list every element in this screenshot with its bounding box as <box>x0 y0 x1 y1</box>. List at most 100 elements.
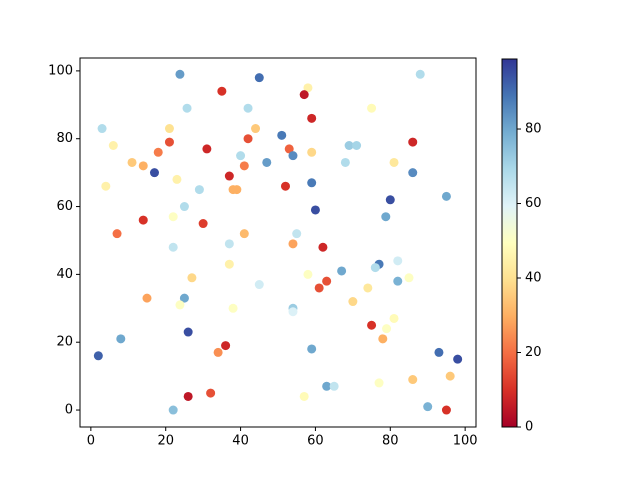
point <box>408 137 418 147</box>
point <box>138 161 148 171</box>
point <box>175 69 185 79</box>
point <box>303 83 313 93</box>
point <box>224 239 234 249</box>
point <box>322 381 332 391</box>
point <box>228 303 238 313</box>
point <box>277 130 287 140</box>
point <box>254 73 264 83</box>
point <box>393 256 403 266</box>
point <box>374 378 384 388</box>
point <box>239 161 249 171</box>
point <box>310 205 320 215</box>
point <box>239 229 249 239</box>
plot-frame <box>79 57 477 428</box>
point <box>382 324 392 334</box>
x-tick-label: 80 <box>382 434 399 449</box>
point <box>284 144 294 154</box>
y-tick-label: 80 <box>56 131 73 146</box>
point <box>116 334 126 344</box>
point <box>138 215 148 225</box>
point <box>183 327 193 337</box>
point <box>322 276 332 286</box>
y-tick-label: 40 <box>56 267 73 282</box>
point <box>393 276 403 286</box>
point <box>307 344 317 354</box>
colorbar <box>501 58 518 428</box>
point <box>217 86 227 96</box>
point <box>172 174 182 184</box>
point <box>385 195 395 205</box>
point <box>194 185 204 195</box>
point <box>367 320 377 330</box>
point <box>370 263 380 273</box>
point <box>307 147 317 157</box>
y-tick-label: 100 <box>48 63 73 78</box>
point <box>243 103 253 113</box>
point <box>175 300 185 310</box>
point <box>441 191 451 201</box>
point <box>303 269 313 279</box>
point <box>153 147 163 157</box>
point <box>288 239 298 249</box>
point <box>381 212 391 222</box>
point <box>441 405 451 415</box>
point <box>232 185 242 195</box>
point <box>344 141 354 151</box>
colorbar-tick-label: 20 <box>525 345 542 360</box>
point <box>280 181 290 191</box>
point <box>187 273 197 283</box>
point <box>179 293 189 303</box>
point <box>404 273 414 283</box>
point <box>314 283 324 293</box>
point <box>434 347 444 357</box>
point <box>142 293 152 303</box>
point <box>93 351 103 361</box>
point <box>408 168 418 178</box>
point <box>329 381 339 391</box>
point <box>202 144 212 154</box>
point <box>307 178 317 188</box>
point <box>389 313 399 323</box>
point <box>348 297 358 307</box>
point <box>179 202 189 212</box>
point <box>367 103 377 113</box>
point <box>318 242 328 252</box>
colorbar-tick-label: 60 <box>525 196 542 211</box>
point <box>206 388 216 398</box>
point <box>363 283 373 293</box>
x-tick-label: 100 <box>453 434 478 449</box>
point <box>415 69 425 79</box>
x-tick-label: 0 <box>87 434 95 449</box>
point <box>112 229 122 239</box>
point <box>453 354 463 364</box>
point <box>168 212 178 222</box>
point <box>101 181 111 191</box>
point <box>423 402 433 412</box>
point <box>445 371 455 381</box>
x-tick-label: 60 <box>307 434 324 449</box>
point <box>408 375 418 385</box>
point <box>288 151 298 161</box>
colorbar-tick-label: 0 <box>525 420 533 435</box>
point <box>198 219 208 229</box>
y-tick-label: 20 <box>56 335 73 350</box>
point <box>251 124 261 134</box>
point <box>299 90 309 100</box>
point <box>183 391 193 401</box>
point <box>292 229 302 239</box>
point <box>168 242 178 252</box>
point <box>127 157 137 167</box>
point <box>97 124 107 134</box>
point <box>352 141 362 151</box>
point <box>164 137 174 147</box>
point <box>299 391 309 401</box>
point <box>340 157 350 167</box>
point <box>168 405 178 415</box>
y-tick-label: 0 <box>65 403 73 418</box>
point <box>213 347 223 357</box>
point <box>221 341 231 351</box>
point <box>108 141 118 151</box>
point <box>288 307 298 317</box>
x-tick-label: 40 <box>232 434 249 449</box>
